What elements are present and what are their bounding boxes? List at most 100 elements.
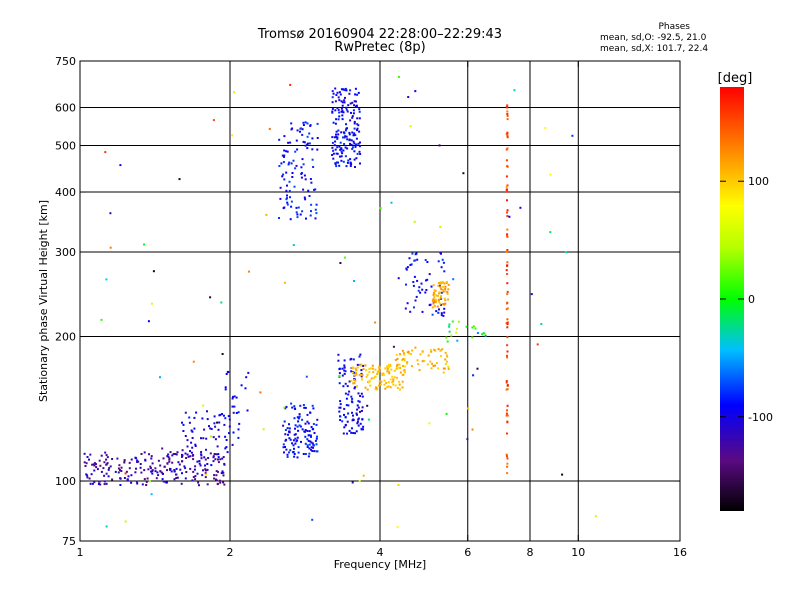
data-point: [348, 139, 351, 142]
data-point: [109, 465, 112, 468]
data-point: [282, 161, 285, 163]
x-tick-label: 6: [464, 546, 471, 559]
data-point: [435, 299, 438, 302]
data-point: [506, 215, 509, 217]
data-point: [358, 400, 361, 403]
data-point: [362, 368, 365, 371]
data-point: [353, 122, 356, 125]
data-point: [396, 387, 399, 389]
data-point: [361, 374, 364, 377]
data-point: [201, 417, 204, 420]
data-point: [412, 284, 415, 287]
data-point: [290, 402, 293, 405]
data-point: [358, 374, 361, 377]
data-point: [311, 518, 314, 521]
data-point: [175, 453, 178, 456]
data-point: [472, 325, 475, 328]
data-point: [194, 475, 197, 478]
data-point: [288, 189, 291, 192]
data-point: [310, 181, 313, 184]
data-point: [92, 463, 95, 466]
data-point: [202, 437, 205, 440]
data-point: [425, 279, 427, 282]
data-point: [446, 360, 448, 363]
data-point: [399, 366, 401, 369]
data-point: [438, 281, 440, 284]
data-point: [444, 351, 447, 354]
data-point: [405, 267, 408, 270]
data-point: [216, 479, 219, 482]
data-point: [352, 358, 355, 361]
data-point: [334, 163, 337, 166]
phases-x-stats: mean, sd,X: 101.7, 22.4: [600, 44, 709, 54]
data-point: [215, 478, 217, 481]
data-point: [354, 166, 356, 168]
data-point: [125, 470, 128, 473]
data-point: [221, 457, 224, 460]
data-point: [226, 451, 229, 454]
data-point: [356, 93, 359, 96]
data-point: [167, 456, 170, 458]
data-point: [123, 459, 126, 462]
data-point: [198, 462, 201, 465]
data-point: [195, 411, 198, 414]
data-point: [93, 481, 96, 484]
data-point: [435, 294, 438, 297]
data-point: [120, 470, 123, 472]
data-point: [506, 344, 509, 347]
data-point: [217, 453, 220, 456]
data-point: [333, 136, 336, 139]
data-point: [358, 117, 361, 120]
data-point: [312, 444, 315, 447]
data-point: [109, 246, 112, 249]
data-point: [312, 407, 315, 410]
data-point: [194, 445, 197, 447]
data-point: [349, 161, 352, 164]
data-point: [344, 146, 347, 149]
data-point: [433, 305, 436, 308]
data-point: [93, 462, 96, 465]
data-point: [442, 303, 445, 305]
data-point: [286, 456, 289, 458]
data-point: [419, 291, 422, 294]
data-point: [283, 420, 286, 423]
data-point: [200, 453, 203, 456]
data-point: [212, 119, 215, 122]
data-point: [310, 203, 313, 206]
data-point: [347, 104, 350, 107]
data-point: [386, 368, 389, 371]
data-point: [506, 114, 509, 117]
data-point: [338, 145, 341, 148]
data-point: [437, 367, 439, 370]
data-point: [283, 135, 286, 138]
data-point: [200, 437, 202, 440]
data-point: [351, 115, 354, 118]
data-point: [117, 467, 120, 470]
data-point: [481, 333, 484, 336]
data-point: [196, 460, 199, 463]
data-point: [506, 273, 509, 275]
grid-lines: [80, 61, 680, 541]
data-point: [171, 461, 174, 464]
data-point: [214, 458, 217, 461]
data-point: [286, 203, 289, 206]
data-point: [304, 442, 307, 445]
data-point: [334, 109, 337, 112]
data-point: [506, 209, 509, 212]
data-point: [357, 418, 360, 421]
data-point: [339, 93, 342, 96]
data-point: [417, 363, 420, 366]
data-point: [212, 460, 215, 463]
data-point: [354, 379, 357, 382]
data-point: [130, 458, 133, 461]
data-point: [283, 155, 285, 158]
data-point: [462, 172, 465, 175]
data-point: [336, 146, 339, 149]
data-point: [356, 422, 359, 425]
data-point: [172, 453, 175, 455]
data-point: [372, 377, 375, 380]
data-point: [290, 122, 293, 125]
data-point: [471, 326, 474, 329]
data-point: [346, 161, 349, 164]
data-point: [316, 435, 318, 438]
